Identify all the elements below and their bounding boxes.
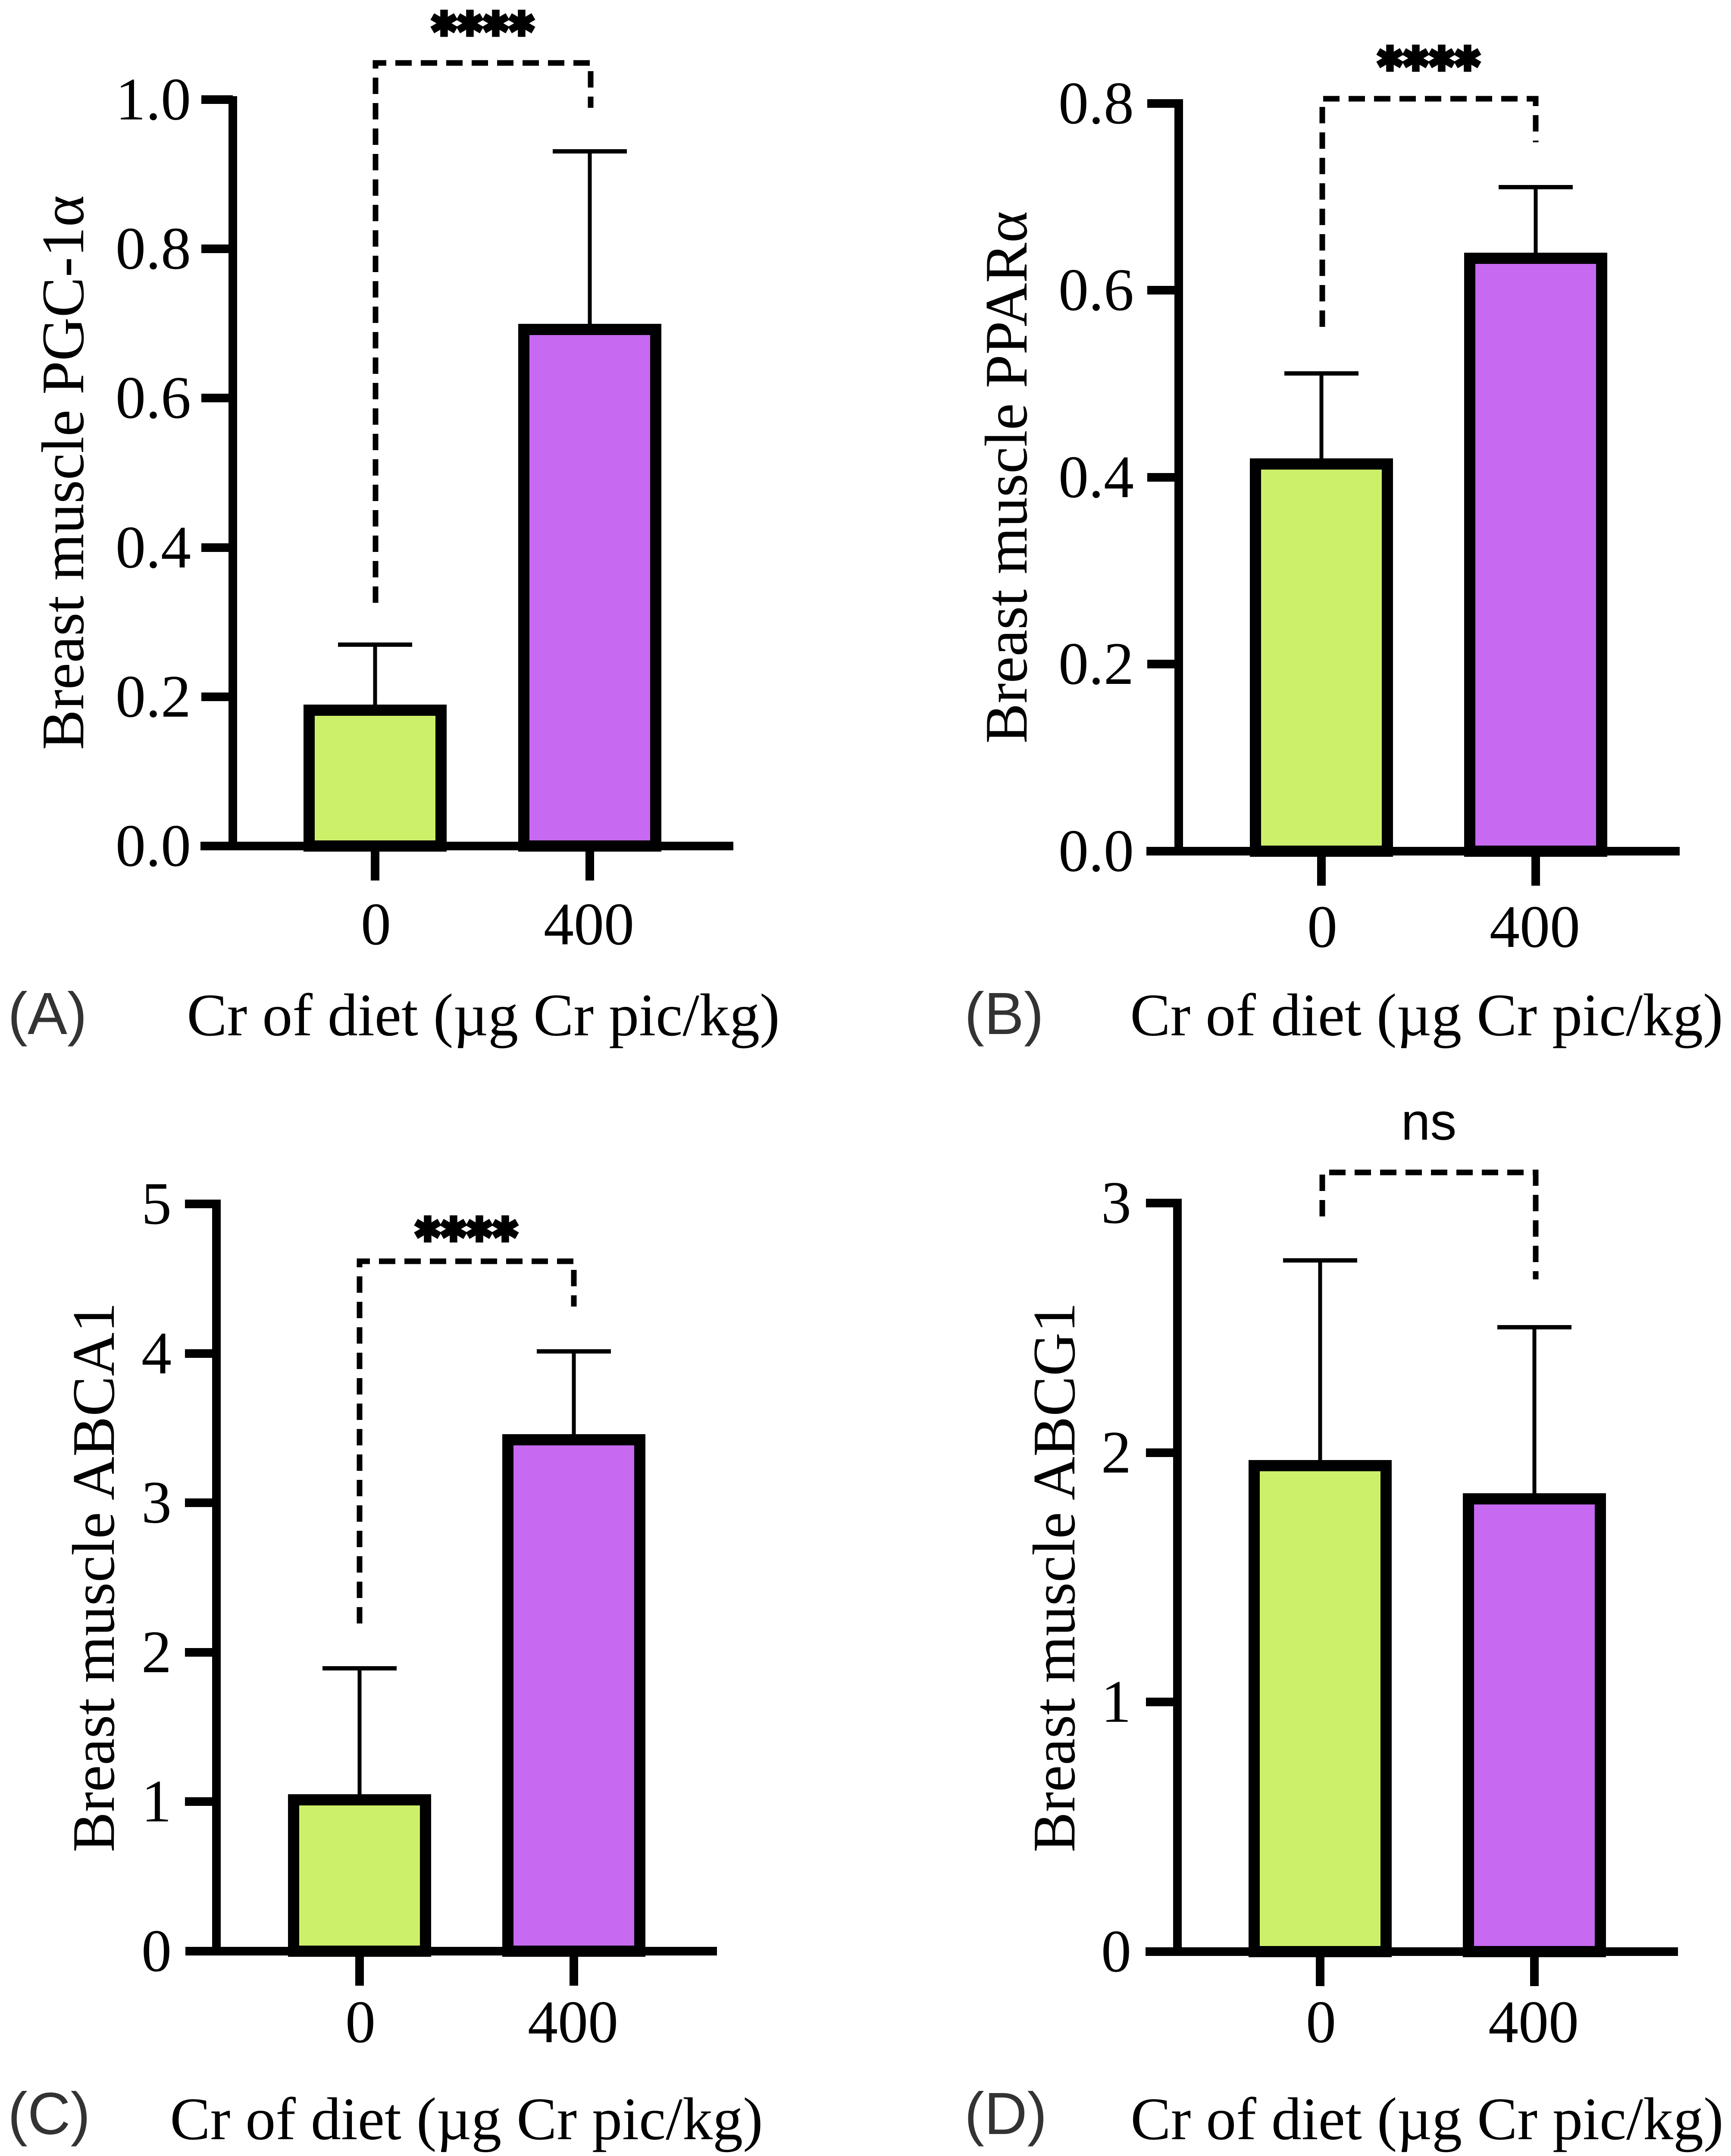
svg-text:(C): (C)	[8, 2081, 91, 2147]
svg-text:400: 400	[1488, 1989, 1579, 2056]
svg-text:0.0: 0.0	[116, 812, 191, 879]
svg-text:1: 1	[1101, 1668, 1131, 1735]
svg-text:0: 0	[1306, 1989, 1336, 2056]
svg-text:(A): (A)	[8, 981, 87, 1047]
svg-text:0.8: 0.8	[116, 215, 191, 282]
svg-text:Breast muscle ABCG1: Breast muscle ABCG1	[1021, 1302, 1088, 1852]
svg-text:0.6: 0.6	[1058, 257, 1134, 323]
svg-text:0.4: 0.4	[116, 514, 191, 581]
svg-text:0: 0	[345, 1989, 376, 2056]
svg-text:0.0: 0.0	[1058, 818, 1134, 884]
svg-text:1.0: 1.0	[116, 66, 191, 133]
svg-text:3: 3	[1101, 1169, 1131, 1236]
svg-text:Cr of diet (µg Cr pic/kg): Cr of diet (µg Cr pic/kg)	[170, 2086, 763, 2153]
svg-text:5: 5	[141, 1170, 172, 1237]
svg-text:0.4: 0.4	[1058, 444, 1134, 511]
svg-text:Breast muscle PPARα: Breast muscle PPARα	[973, 211, 1040, 744]
svg-text:Cr of diet (µg Cr pic/kg): Cr of diet (µg Cr pic/kg)	[187, 982, 779, 1049]
svg-text:(B): (B)	[964, 981, 1044, 1047]
svg-text:0: 0	[361, 891, 391, 958]
svg-text:Breast muscle PGC-1α: Breast muscle PGC-1α	[30, 195, 97, 750]
svg-text:400: 400	[1490, 893, 1580, 960]
svg-text:0.2: 0.2	[1058, 630, 1134, 697]
svg-text:4: 4	[141, 1320, 172, 1387]
svg-text:0.2: 0.2	[116, 663, 191, 730]
svg-text:0: 0	[141, 1918, 172, 1984]
svg-text:400: 400	[544, 891, 634, 958]
svg-text:2: 2	[141, 1619, 172, 1686]
svg-text:(D): (D)	[964, 2081, 1047, 2147]
svg-text:ns: ns	[1401, 1092, 1457, 1151]
svg-text:Breast muscle ABCA1: Breast muscle ABCA1	[60, 1302, 127, 1852]
svg-text:0.6: 0.6	[116, 364, 191, 431]
svg-text:0: 0	[1307, 893, 1337, 960]
svg-text:400: 400	[528, 1989, 618, 2056]
svg-text:Cr of diet (µg Cr pic/kg): Cr of diet (µg Cr pic/kg)	[1130, 2086, 1723, 2153]
svg-text:3: 3	[141, 1469, 172, 1536]
svg-text:0: 0	[1101, 1918, 1131, 1985]
svg-text:Cr of diet (µg Cr pic/kg): Cr of diet (µg Cr pic/kg)	[1130, 982, 1723, 1049]
svg-text:1: 1	[141, 1768, 172, 1835]
svg-text:0.8: 0.8	[1058, 70, 1134, 137]
svg-text:2: 2	[1101, 1419, 1131, 1486]
